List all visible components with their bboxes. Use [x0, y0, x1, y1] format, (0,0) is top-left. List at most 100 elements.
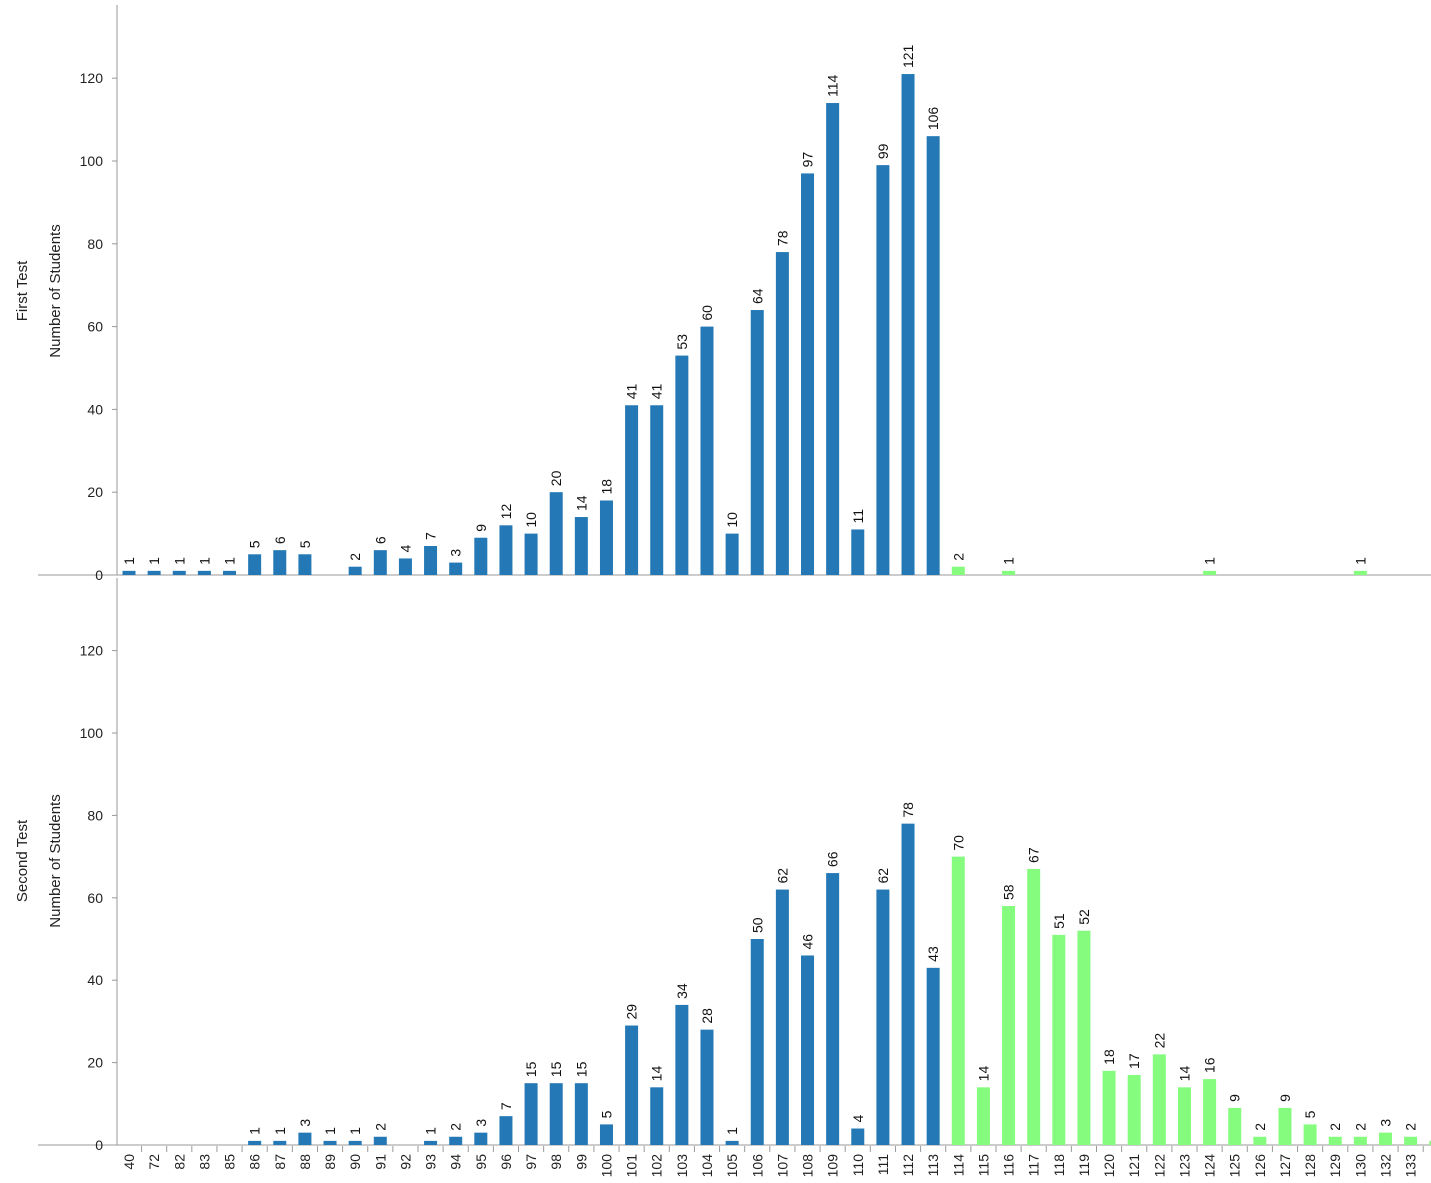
bar — [147, 570, 161, 575]
bar — [273, 1140, 287, 1145]
y-tick-label: 60 — [87, 319, 103, 335]
bar-value-label: 20 — [548, 470, 564, 486]
bar — [801, 955, 815, 1145]
bar — [1379, 1132, 1392, 1145]
bar-value-label: 2 — [1327, 1123, 1343, 1131]
x-tick-label: 97 — [523, 1154, 539, 1170]
bar-value-label: 51 — [1051, 913, 1067, 929]
bar-value-label: 58 — [1001, 884, 1017, 900]
bar-value-label: 10 — [523, 512, 539, 528]
x-tick-label: 122 — [1151, 1154, 1167, 1178]
x-tick-label: 134 — [1428, 1154, 1431, 1178]
x-tick-label: 126 — [1252, 1154, 1268, 1178]
bar-value-label: 106 — [925, 107, 941, 131]
bar — [901, 74, 915, 575]
bar — [373, 550, 387, 575]
x-tick-label: 125 — [1227, 1154, 1243, 1178]
bar — [248, 1140, 262, 1145]
x-tick-label: 127 — [1277, 1154, 1293, 1178]
bar-value-label: 2 — [1352, 1123, 1368, 1131]
bar — [323, 1140, 337, 1145]
bar — [248, 554, 262, 575]
bar — [172, 570, 186, 575]
x-tick-label: 111 — [875, 1154, 891, 1175]
x-tick-label: 85 — [222, 1154, 238, 1170]
x-tick-label: 121 — [1126, 1154, 1142, 1178]
x-tick-label: 130 — [1352, 1154, 1368, 1178]
bar — [348, 1140, 362, 1145]
bar-value-label: 34 — [674, 983, 690, 999]
bar-value-label: 70 — [950, 835, 966, 851]
bar-value-label: 11 — [850, 509, 866, 524]
x-tick-label: 99 — [573, 1154, 589, 1170]
bar — [474, 1132, 488, 1145]
x-tick-label: 128 — [1302, 1154, 1318, 1178]
bar — [750, 310, 764, 575]
bar-value-label: 4 — [850, 1115, 866, 1123]
bar — [574, 1083, 588, 1145]
bar — [524, 1083, 538, 1145]
bar — [599, 500, 613, 575]
bar — [449, 562, 463, 575]
bar — [700, 326, 714, 575]
bar — [449, 1136, 463, 1145]
bar-value-label: 18 — [598, 479, 614, 495]
x-tick-label: 124 — [1202, 1154, 1218, 1178]
bar-value-label: 2 — [448, 1123, 464, 1131]
x-tick-label: 120 — [1101, 1154, 1117, 1178]
bar — [574, 517, 588, 575]
bar-value-label: 1 — [146, 557, 162, 565]
bar — [650, 405, 664, 575]
bar-value-label: 2 — [1252, 1123, 1268, 1131]
x-tick-label: 110 — [850, 1154, 866, 1177]
y-tick-label: 0 — [95, 567, 103, 583]
bar-value-label: 1 — [222, 557, 238, 565]
bar — [1253, 1136, 1267, 1145]
bar-value-label: 62 — [774, 868, 790, 884]
bar — [499, 1116, 513, 1145]
bar-value-label: 78 — [774, 230, 790, 246]
bar-value-label: 2 — [372, 1123, 388, 1131]
x-tick-label: 93 — [423, 1154, 439, 1170]
bar — [801, 173, 815, 576]
bar-value-label: 28 — [699, 1008, 715, 1024]
bar — [700, 1029, 714, 1145]
x-tick-label: 112 — [900, 1154, 916, 1177]
bar — [926, 136, 940, 575]
bar-value-label: 2 — [950, 553, 966, 561]
bar-value-label: 53 — [674, 334, 690, 350]
y-tick-label: 80 — [87, 807, 103, 823]
second-test-ylabel-line1: Second Test — [14, 819, 31, 902]
x-tick-label: 115 — [975, 1154, 991, 1177]
bar-value-label: 62 — [875, 868, 891, 884]
bar-value-label: 29 — [624, 1004, 640, 1020]
bar-value-label: 22 — [1151, 1033, 1167, 1049]
bar — [876, 165, 890, 575]
bar-value-label: 41 — [624, 383, 640, 399]
bar — [750, 939, 764, 1145]
bar-value-label: 1 — [196, 557, 212, 565]
x-tick-label: 133 — [1403, 1154, 1419, 1178]
bar — [197, 570, 211, 575]
bar — [1228, 1107, 1242, 1145]
bar — [625, 405, 639, 575]
bar — [1429, 1140, 1431, 1145]
bar — [1203, 1079, 1217, 1145]
bar — [1077, 930, 1091, 1145]
x-tick-label: 89 — [322, 1154, 338, 1170]
bar-value-label: 9 — [1227, 1094, 1243, 1102]
second-test-ylabel-line2: Number of Students — [47, 794, 64, 927]
bar-value-label: 9 — [1277, 1094, 1293, 1102]
x-tick-label: 100 — [598, 1154, 614, 1178]
bar-value-label: 1 — [423, 1127, 439, 1135]
bar — [1102, 1070, 1116, 1145]
bar — [650, 1087, 664, 1145]
bar — [273, 550, 287, 575]
bar-value-label: 1 — [171, 557, 187, 565]
x-tick-label: 109 — [825, 1154, 841, 1178]
bar-value-label: 9 — [473, 524, 489, 532]
bar-value-label: 12 — [498, 504, 514, 520]
x-tick-label: 117 — [1026, 1154, 1042, 1177]
bar — [122, 570, 136, 575]
bar — [675, 1004, 689, 1145]
